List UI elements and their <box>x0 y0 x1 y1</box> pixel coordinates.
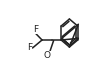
Text: O: O <box>44 50 51 59</box>
Text: F: F <box>27 44 32 52</box>
Text: F: F <box>33 26 38 34</box>
